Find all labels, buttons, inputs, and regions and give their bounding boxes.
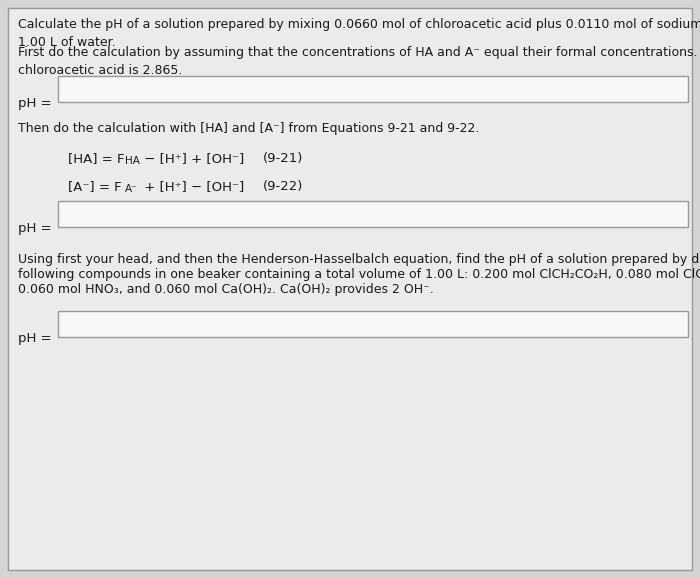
Text: Calculate the pH of a solution prepared by mixing 0.0660 mol of chloroacetic aci: Calculate the pH of a solution prepared …	[18, 18, 700, 50]
Text: pH =: pH =	[18, 97, 52, 110]
Text: (9-22): (9-22)	[263, 180, 303, 193]
Text: [HA] = F: [HA] = F	[68, 152, 125, 165]
FancyBboxPatch shape	[58, 76, 688, 102]
Text: [A⁻] = F: [A⁻] = F	[68, 180, 122, 193]
Text: First do the calculation by assuming that the concentrations of HA and A⁻ equal : First do the calculation by assuming tha…	[18, 46, 700, 77]
Text: A⁻: A⁻	[125, 184, 138, 194]
Text: pH =: pH =	[18, 222, 52, 235]
Text: (9-21): (9-21)	[263, 152, 303, 165]
FancyBboxPatch shape	[58, 311, 688, 337]
Text: Using first your head, and then the Henderson-Hasselbalch equation, find the pH : Using first your head, and then the Hend…	[18, 253, 700, 266]
FancyBboxPatch shape	[8, 8, 692, 570]
Text: Then do the calculation with [HA] and [A⁻] from Equations 9-21 and 9-22.: Then do the calculation with [HA] and [A…	[18, 122, 480, 135]
Text: − [H⁺] + [OH⁻]: − [H⁺] + [OH⁻]	[140, 152, 244, 165]
Text: 0.060 mol HNO₃, and 0.060 mol Ca(OH)₂. Ca(OH)₂ provides 2 OH⁻.: 0.060 mol HNO₃, and 0.060 mol Ca(OH)₂. C…	[18, 283, 434, 296]
Text: + [H⁺] − [OH⁻]: + [H⁺] − [OH⁻]	[140, 180, 244, 193]
Text: pH =: pH =	[18, 332, 52, 345]
Text: following compounds in one beaker containing a total volume of 1.00 L: 0.200 mol: following compounds in one beaker contai…	[18, 268, 700, 281]
Text: HA: HA	[125, 156, 140, 166]
FancyBboxPatch shape	[58, 201, 688, 227]
